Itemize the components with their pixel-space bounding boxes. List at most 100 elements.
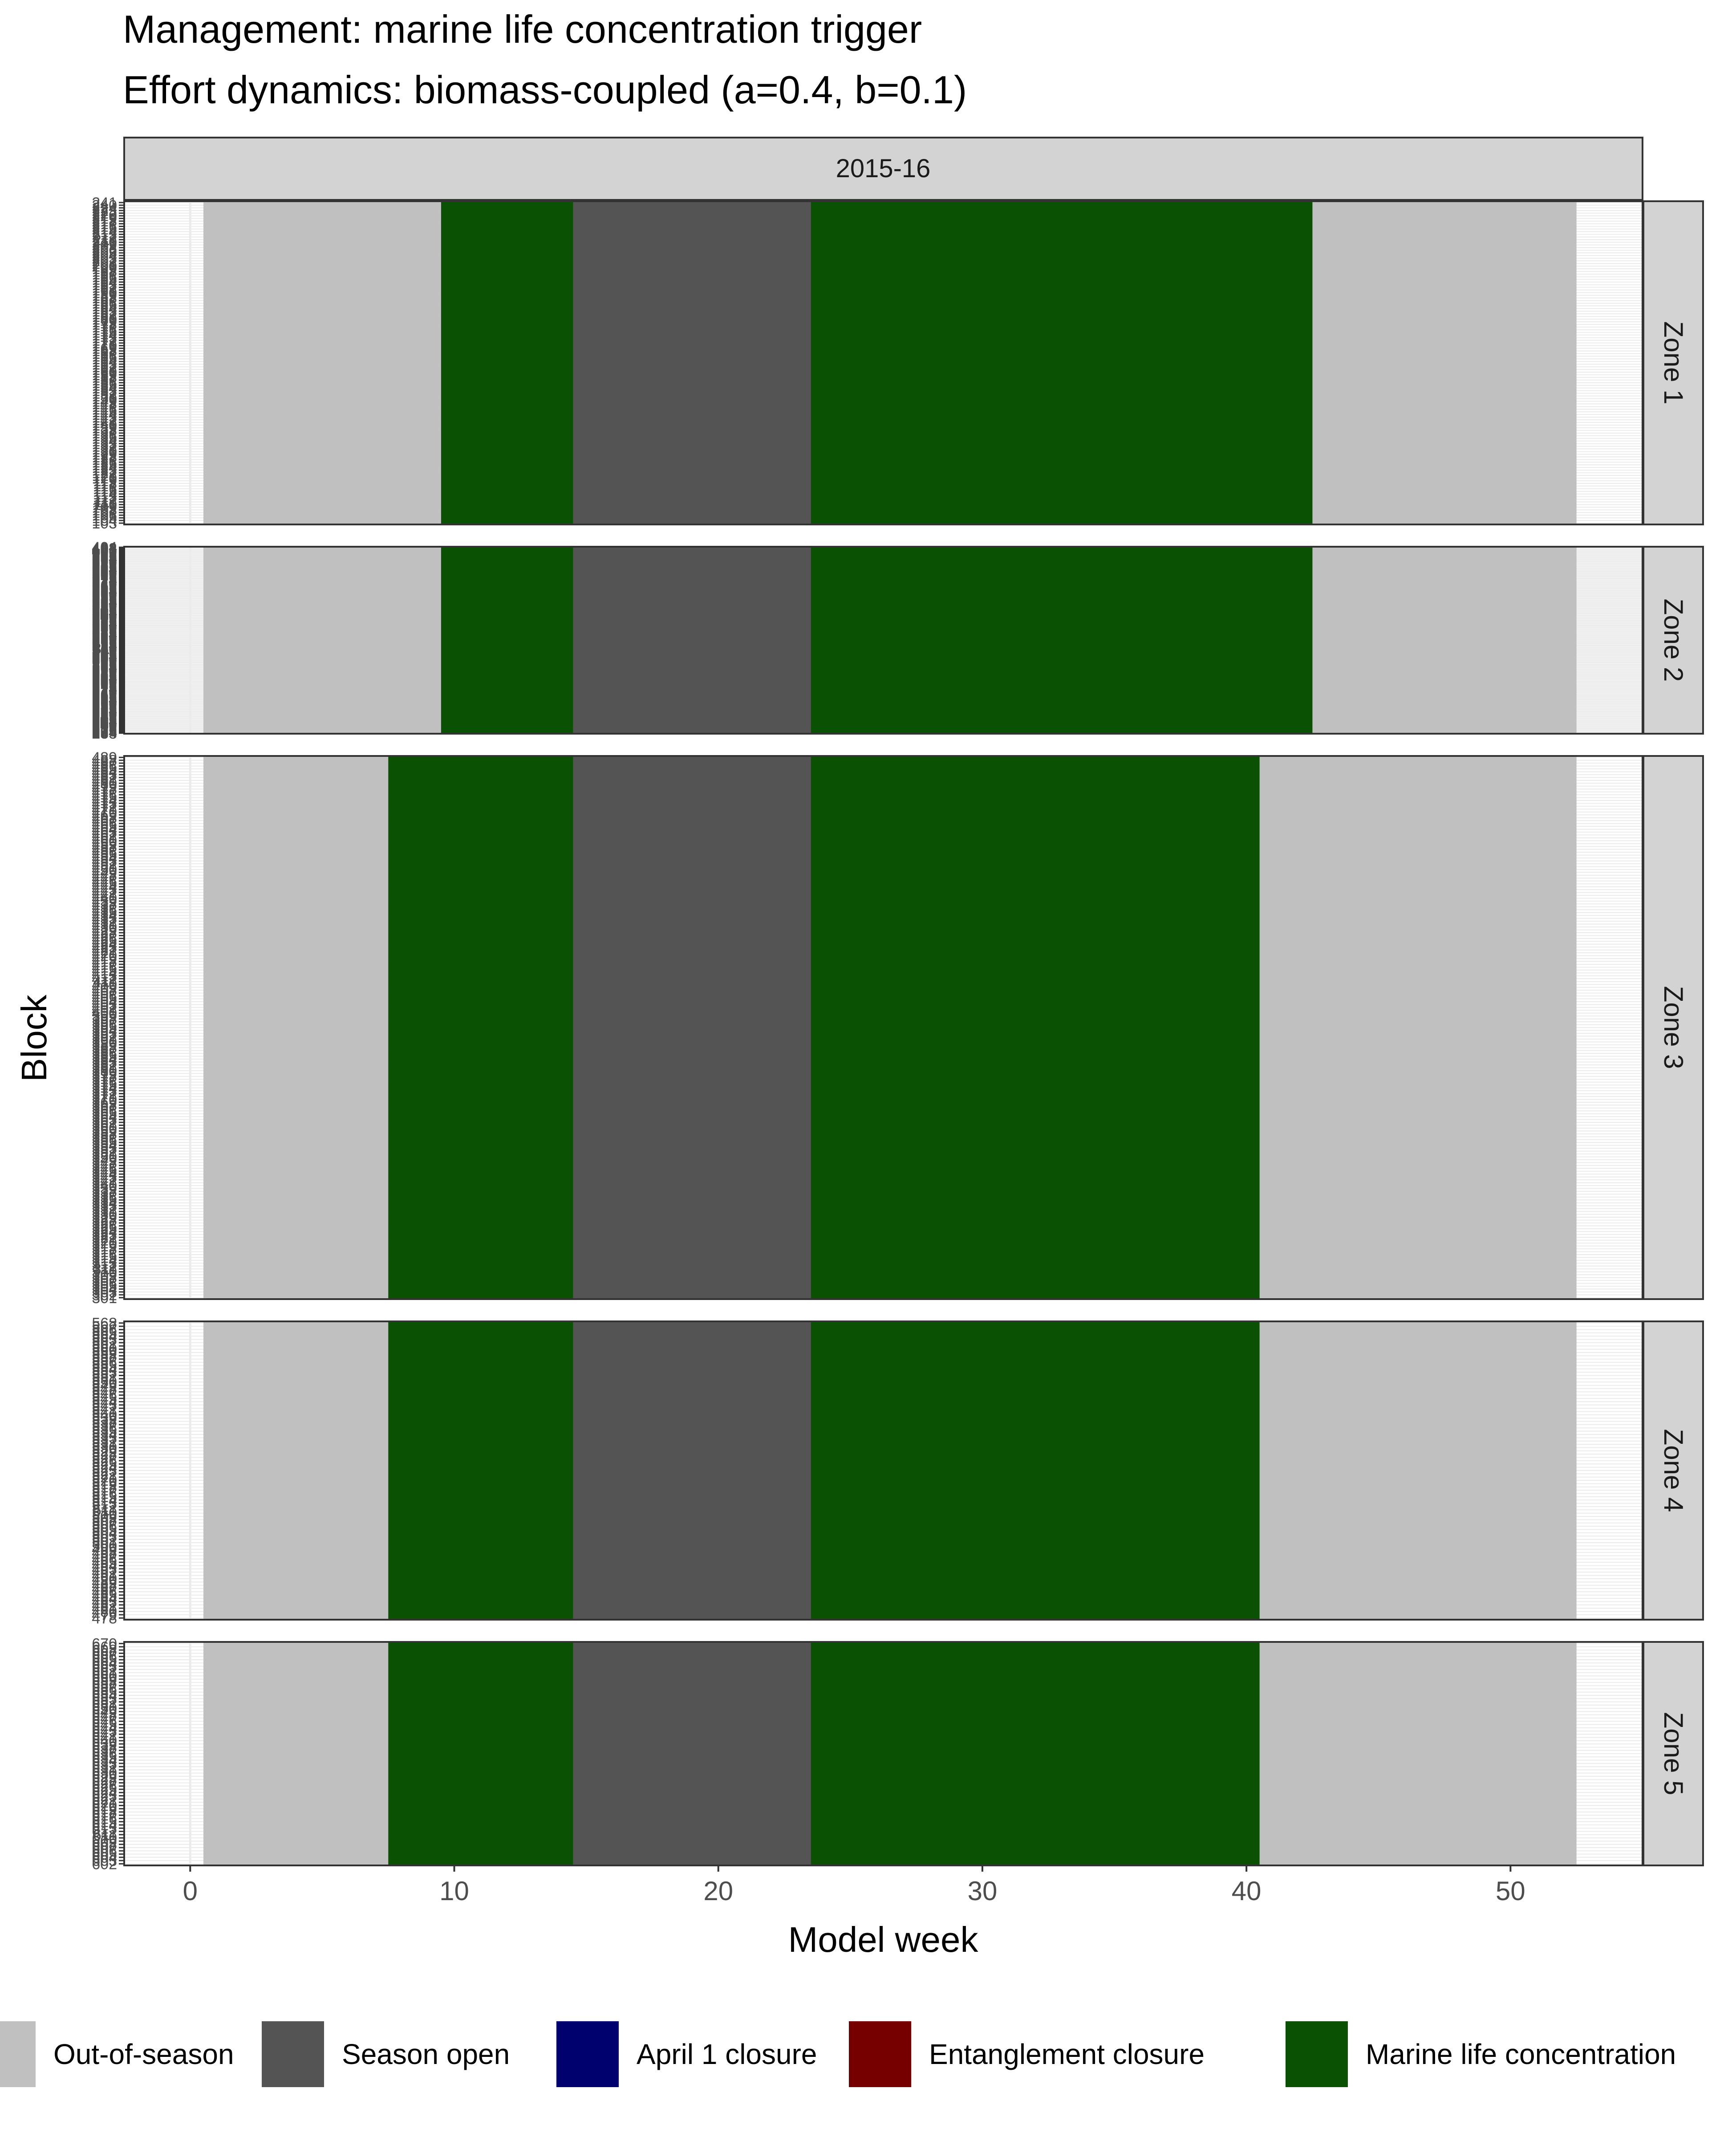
y-tick-label: 336 [92,1189,117,1206]
y-tick-label: 107 [92,504,117,521]
y-tick-label: 347 [92,601,117,618]
y-tick-label: 318 [92,633,117,650]
y-tick-label: 411 [93,974,117,991]
y-tick-label: 121 [92,467,117,484]
y-tick-label: 480 [92,775,117,792]
y-tick-label: 345 [92,603,117,620]
y-tick-label: 125 [92,457,117,474]
y-tick-label: 348 [92,600,117,617]
y-tick-label: 296 [92,657,117,674]
y-tick-label: 421 [92,945,117,962]
y-tick-label: 400 [92,1005,117,1022]
y-tick-label: 357 [92,1129,117,1146]
y-tick-label: 159 [92,367,117,384]
y-tick-label: 134 [92,433,117,450]
facet-panel-zone-3: 4894884874864854844834824814804794784774… [92,749,1704,1307]
y-tick-label: 265 [92,691,117,707]
y-tick-label: 138 [92,423,117,439]
y-tick-label: 437 [92,899,117,916]
y-tick-label: 109 [92,499,117,516]
y-tick-label: 154 [92,380,117,397]
y-tick-label: 192 [92,279,117,296]
y-tick-label: 337 [92,1186,117,1203]
facet-strip-top: 2015-16 [123,137,1643,201]
y-tick-label: 126 [92,454,117,471]
y-tick-label: 340 [92,1178,117,1194]
segment-open [573,201,811,524]
y-tick-label: 474 [92,792,117,809]
legend-key [1286,2021,1348,2087]
y-tick-label: 349 [92,1152,117,1169]
y-tick-label: 374 [92,1080,117,1097]
y-tick-label: 162 [92,359,117,376]
y-tick-label: 104 [92,512,117,529]
segment-out [203,1321,389,1620]
y-tick-label: 383 [92,1054,117,1071]
y-tick-label: 298 [92,654,117,671]
y-tick-label: 402 [92,999,117,1016]
y-tick-label: 456 [92,844,117,861]
y-tick-label: 343 [92,605,117,622]
y-tick-label: 271 [92,684,117,701]
y-tick-label: 103 [92,515,117,532]
y-tick-label: 255 [92,701,117,718]
y-tick-label: 344 [92,605,117,622]
y-tick-label: 365 [92,581,117,598]
y-tick-label: 364 [92,583,117,600]
y-tick-label: 141 [92,414,117,431]
segment-mlc [811,756,1260,1299]
zone-label: Zone 1 [1659,321,1688,405]
y-tick-label: 459 [92,836,117,853]
y-tick-label: 355 [92,593,117,609]
y-tick-label: 380 [92,1063,117,1080]
y-tick-label: 212 [92,229,117,246]
y-tick-label: 309 [92,642,117,659]
x-tick-label: 0 [183,1876,198,1906]
zone-label: Zone 4 [1659,1429,1688,1512]
y-tick-label: 267 [92,688,117,705]
y-tick-label: 289 [92,664,117,681]
y-tick-label: 177 [92,319,117,336]
y-tick-label: 383 [92,562,117,579]
y-tick-label: 335 [92,614,117,631]
y-tick-label: 150 [92,390,117,407]
y-tick-label: 353 [92,595,117,612]
y-tick-label: 173 [92,329,117,346]
y-tick-label: 262 [92,694,117,711]
y-tick-label: 487 [92,755,117,772]
segment-out [203,201,441,524]
y-tick-label: 115 [93,483,117,500]
y-tick-label: 385 [92,1048,117,1065]
y-tick-label: 117 [93,478,117,495]
y-tick-label: 219 [92,211,117,228]
y-tick-label: 210 [92,234,117,251]
y-tick-label: 365 [92,1106,117,1123]
y-tick-label: 105 [92,510,117,527]
y-tick-label: 253 [92,703,117,720]
y-tick-label: 444 [92,879,117,896]
x-tick-label: 40 [1232,1876,1261,1906]
y-tick-label: 484 [92,764,117,781]
y-tick-label: 274 [92,681,117,698]
y-tick-label: 317 [92,634,117,651]
y-tick-label: 391 [92,553,117,570]
y-tick-label: 415 [92,962,117,979]
y-tick-label: 307 [92,645,117,662]
facet-panel-zone-2: 4044034024014003993983973963953943933923… [92,539,1704,742]
segment-mlc [811,547,1313,734]
y-tick-label: 206 [92,242,117,259]
y-tick-label: 239 [92,719,117,735]
y-tick-label: 355 [92,1134,117,1151]
legend-key [849,2021,911,2087]
y-tick-label: 260 [92,696,117,713]
y-tick-label: 353 [92,1140,117,1157]
y-tick-label: 369 [92,577,117,594]
y-tick-label: 387 [92,1043,117,1060]
y-tick-label: 368 [92,1097,117,1114]
y-tick-label: 354 [92,593,117,610]
y-tick-label: 400 [92,544,117,561]
y-tick-label: 123 [92,462,117,479]
y-tick-label: 301 [92,651,117,668]
y-tick-label: 394 [92,1022,117,1039]
